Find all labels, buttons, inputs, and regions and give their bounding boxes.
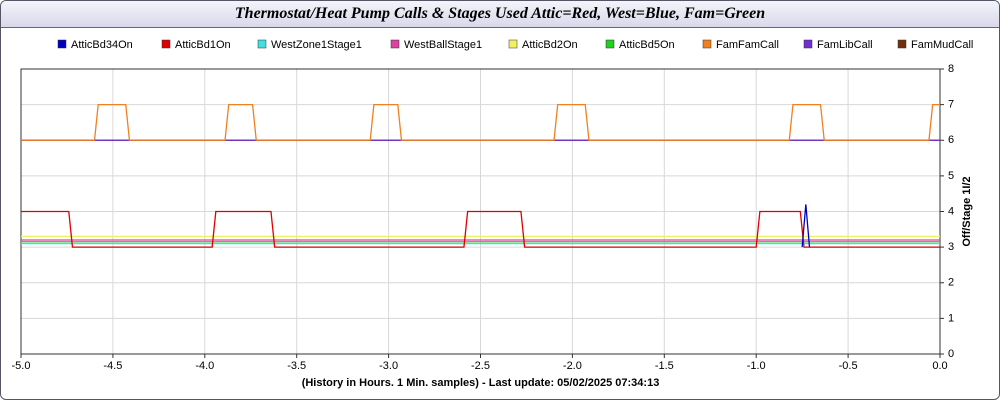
x-tick-label: -3.0: [379, 360, 398, 372]
legend-swatch: [257, 39, 267, 49]
x-tick-label: -5.0: [12, 360, 31, 372]
x-tick-label: 0.0: [932, 360, 947, 372]
legend-swatch: [897, 39, 907, 49]
series-line: [21, 103, 940, 141]
y-tick-label: 3: [948, 241, 954, 253]
y-tick-label: 7: [948, 99, 954, 111]
x-tick-label: -2.5: [471, 360, 490, 372]
x-tick-label: -4.5: [103, 360, 122, 372]
y-tick-label: 1: [948, 312, 954, 324]
x-tick-label: -0.5: [839, 360, 858, 372]
x-tick-label: -4.0: [195, 360, 214, 372]
series-line: [801, 204, 811, 248]
y-tick-label: 4: [948, 205, 954, 217]
y-tick-label: 5: [948, 170, 954, 182]
legend-label: WestZone1Stage1: [271, 39, 362, 51]
legend-label: AtticBd1On: [175, 39, 231, 51]
legend-label: FamLibCall: [817, 39, 873, 51]
legend-swatch: [605, 39, 615, 49]
series-line: [21, 210, 940, 248]
x-tick-label: -3.5: [287, 360, 306, 372]
legend-swatch: [702, 39, 712, 49]
y-tick-label: 6: [948, 134, 954, 146]
legend-swatch: [803, 39, 813, 49]
x-tick-label: -2.0: [563, 360, 582, 372]
x-axis-label: (History in Hours. 1 Min. samples) - Las…: [302, 377, 660, 389]
legend-label: WestBallStage1: [404, 39, 482, 51]
legend-label: AtticBd34On: [71, 39, 133, 51]
legend-label: AtticBd5On: [619, 39, 675, 51]
legend-swatch: [390, 39, 400, 49]
y-axis-label: Off/Stage 1I/2: [961, 176, 973, 246]
legend-label: FamMudCall: [911, 39, 973, 51]
legend-label: FamFamCall: [716, 39, 779, 51]
y-tick-label: 2: [948, 277, 954, 289]
x-tick-label: -1.5: [655, 360, 674, 372]
chart: AtticBd34On AtticBd1On WestZone1Stage1 West…: [12, 39, 974, 389]
x-tick-label: -1.0: [747, 360, 766, 372]
legend-swatch: [57, 39, 67, 49]
y-tick-label: 8: [948, 63, 954, 75]
chart-title: Thermostat/Heat Pump Calls & Stages Used…: [1, 1, 999, 28]
y-tick-label: 0: [948, 348, 954, 360]
legend-swatch: [161, 39, 171, 49]
legend-label: AtticBd2On: [522, 39, 578, 51]
legend-swatch: [508, 39, 518, 49]
